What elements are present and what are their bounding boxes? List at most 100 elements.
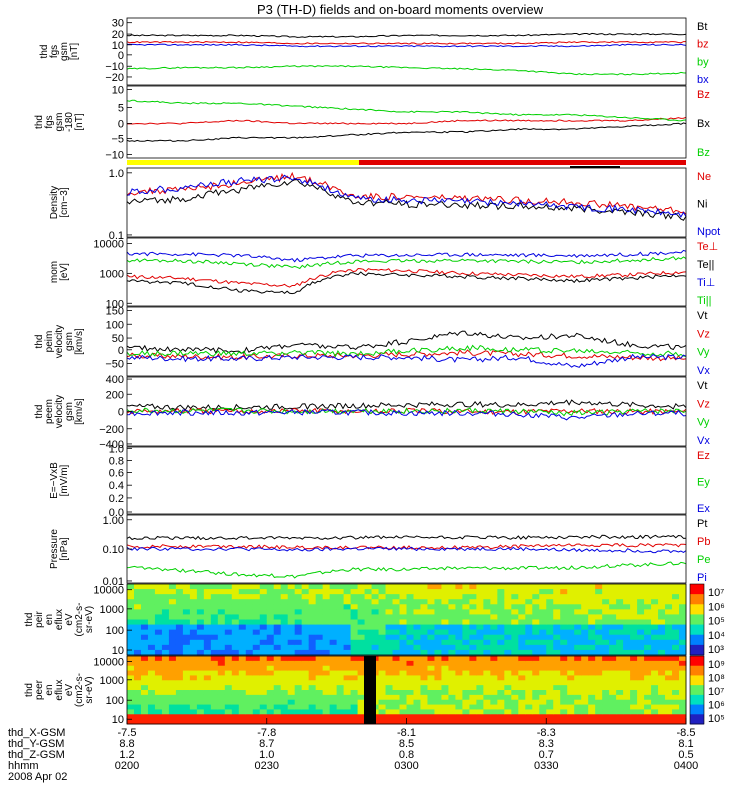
heatmap-cell bbox=[588, 709, 596, 715]
heatmap-cell bbox=[483, 594, 491, 600]
heatmap-cell bbox=[189, 709, 198, 715]
y-tick-label: 150 bbox=[106, 305, 124, 317]
heatmap-cell bbox=[182, 584, 191, 590]
heatmap-cell bbox=[434, 599, 442, 605]
heatmap-cell bbox=[644, 644, 652, 651]
heatmap-cell bbox=[238, 704, 247, 710]
heatmap-cell bbox=[455, 690, 463, 696]
heatmap-cell bbox=[175, 584, 184, 590]
heatmap-cell bbox=[644, 670, 652, 676]
heatmap-cell bbox=[385, 665, 394, 672]
heatmap-cell bbox=[308, 685, 317, 691]
panel-frame bbox=[126, 583, 687, 656]
legend-entry: Ti⊥ bbox=[697, 277, 715, 289]
series-line-Ni bbox=[126, 179, 687, 221]
heatmap-cell bbox=[392, 634, 401, 641]
heatmap-cell bbox=[350, 714, 359, 720]
heatmap-cell bbox=[511, 644, 519, 651]
heatmap-cell bbox=[567, 649, 575, 656]
heatmap-cell bbox=[399, 680, 407, 686]
heatmap-cell bbox=[567, 619, 575, 626]
heatmap-cell bbox=[602, 719, 610, 725]
heatmap-cell bbox=[196, 624, 205, 631]
heatmap-cell bbox=[329, 639, 338, 646]
series-line-Vx bbox=[126, 409, 687, 421]
heatmap-cell bbox=[266, 644, 275, 651]
heatmap-cell bbox=[672, 649, 680, 656]
legend-entry: Bz bbox=[697, 147, 710, 159]
heatmap-cell bbox=[469, 619, 477, 626]
heatmap-cell bbox=[245, 675, 254, 681]
heatmap-cell bbox=[350, 656, 359, 662]
heatmap-cell bbox=[308, 649, 317, 656]
heatmap-cell bbox=[420, 656, 428, 662]
heatmap-cell bbox=[231, 704, 240, 710]
heatmap-cell bbox=[420, 680, 428, 686]
series-line-Pi bbox=[126, 546, 687, 554]
heatmap-cell bbox=[469, 660, 477, 667]
heatmap-cell bbox=[392, 594, 401, 600]
heatmap-cell bbox=[203, 680, 212, 686]
heatmap-cell bbox=[609, 599, 617, 605]
heatmap-cell bbox=[273, 699, 282, 706]
heatmap-cell bbox=[602, 594, 610, 600]
heatmap-cell bbox=[427, 709, 435, 715]
heatmap-cell bbox=[301, 589, 310, 595]
heatmap-cell bbox=[553, 644, 561, 651]
heatmap-cell bbox=[602, 614, 610, 620]
heatmap-cell bbox=[182, 714, 191, 720]
heatmap-cell bbox=[560, 589, 568, 595]
heatmap-cell bbox=[588, 660, 596, 667]
heatmap-cell bbox=[322, 649, 331, 656]
heatmap-cell bbox=[679, 589, 687, 595]
y-tick-label: 100 bbox=[106, 298, 124, 310]
heatmap-cell bbox=[161, 609, 170, 615]
heatmap-cell bbox=[217, 644, 226, 651]
heatmap-cell bbox=[364, 644, 373, 651]
heatmap-cell bbox=[392, 649, 401, 656]
heatmap-cell bbox=[476, 644, 484, 651]
heatmap-cell bbox=[574, 694, 582, 701]
heatmap-cell bbox=[567, 584, 575, 590]
heatmap-cell bbox=[595, 660, 603, 667]
heatmap-cell bbox=[490, 699, 498, 706]
heatmap-cell bbox=[497, 704, 505, 710]
heatmap-cell bbox=[140, 709, 149, 715]
heatmap-cell bbox=[238, 599, 247, 605]
colorbar-band bbox=[690, 644, 704, 656]
heatmap-cell bbox=[399, 685, 407, 691]
heatmap-cell bbox=[490, 680, 498, 686]
heatmap-cell bbox=[203, 599, 212, 605]
heatmap-cell bbox=[490, 629, 498, 636]
heatmap-cell bbox=[273, 624, 282, 631]
heatmap-cell bbox=[238, 634, 247, 641]
heatmap-cell bbox=[574, 680, 582, 686]
heatmap-cell bbox=[210, 656, 219, 662]
heatmap-cell bbox=[182, 639, 191, 646]
heatmap-cell bbox=[266, 694, 275, 701]
heatmap-cell bbox=[259, 624, 268, 631]
heatmap-cell bbox=[420, 584, 428, 590]
heatmap-cell bbox=[595, 644, 603, 651]
heatmap-cell bbox=[161, 690, 170, 696]
series-line-Bz bbox=[126, 99, 687, 122]
heatmap-cell bbox=[273, 649, 282, 656]
heatmap-cell bbox=[315, 599, 324, 605]
heatmap-cell bbox=[196, 675, 205, 681]
heatmap-cell bbox=[679, 694, 687, 701]
heatmap-cell bbox=[127, 685, 135, 691]
y-axis-label-line: fgs bbox=[44, 115, 55, 128]
heatmap-cell bbox=[504, 694, 512, 701]
heatmap-cell bbox=[189, 634, 198, 641]
heatmap-cell bbox=[189, 639, 198, 646]
heatmap-cell bbox=[210, 584, 219, 590]
colorbar-band bbox=[690, 614, 704, 626]
heatmap-cell bbox=[315, 604, 324, 610]
heatmap-cell bbox=[196, 619, 205, 626]
legend-entry: Pi bbox=[697, 572, 707, 584]
heatmap-cell bbox=[245, 699, 254, 706]
heatmap-cell bbox=[462, 589, 470, 595]
heatmap-cell bbox=[161, 685, 170, 691]
heatmap-cell bbox=[679, 719, 687, 725]
